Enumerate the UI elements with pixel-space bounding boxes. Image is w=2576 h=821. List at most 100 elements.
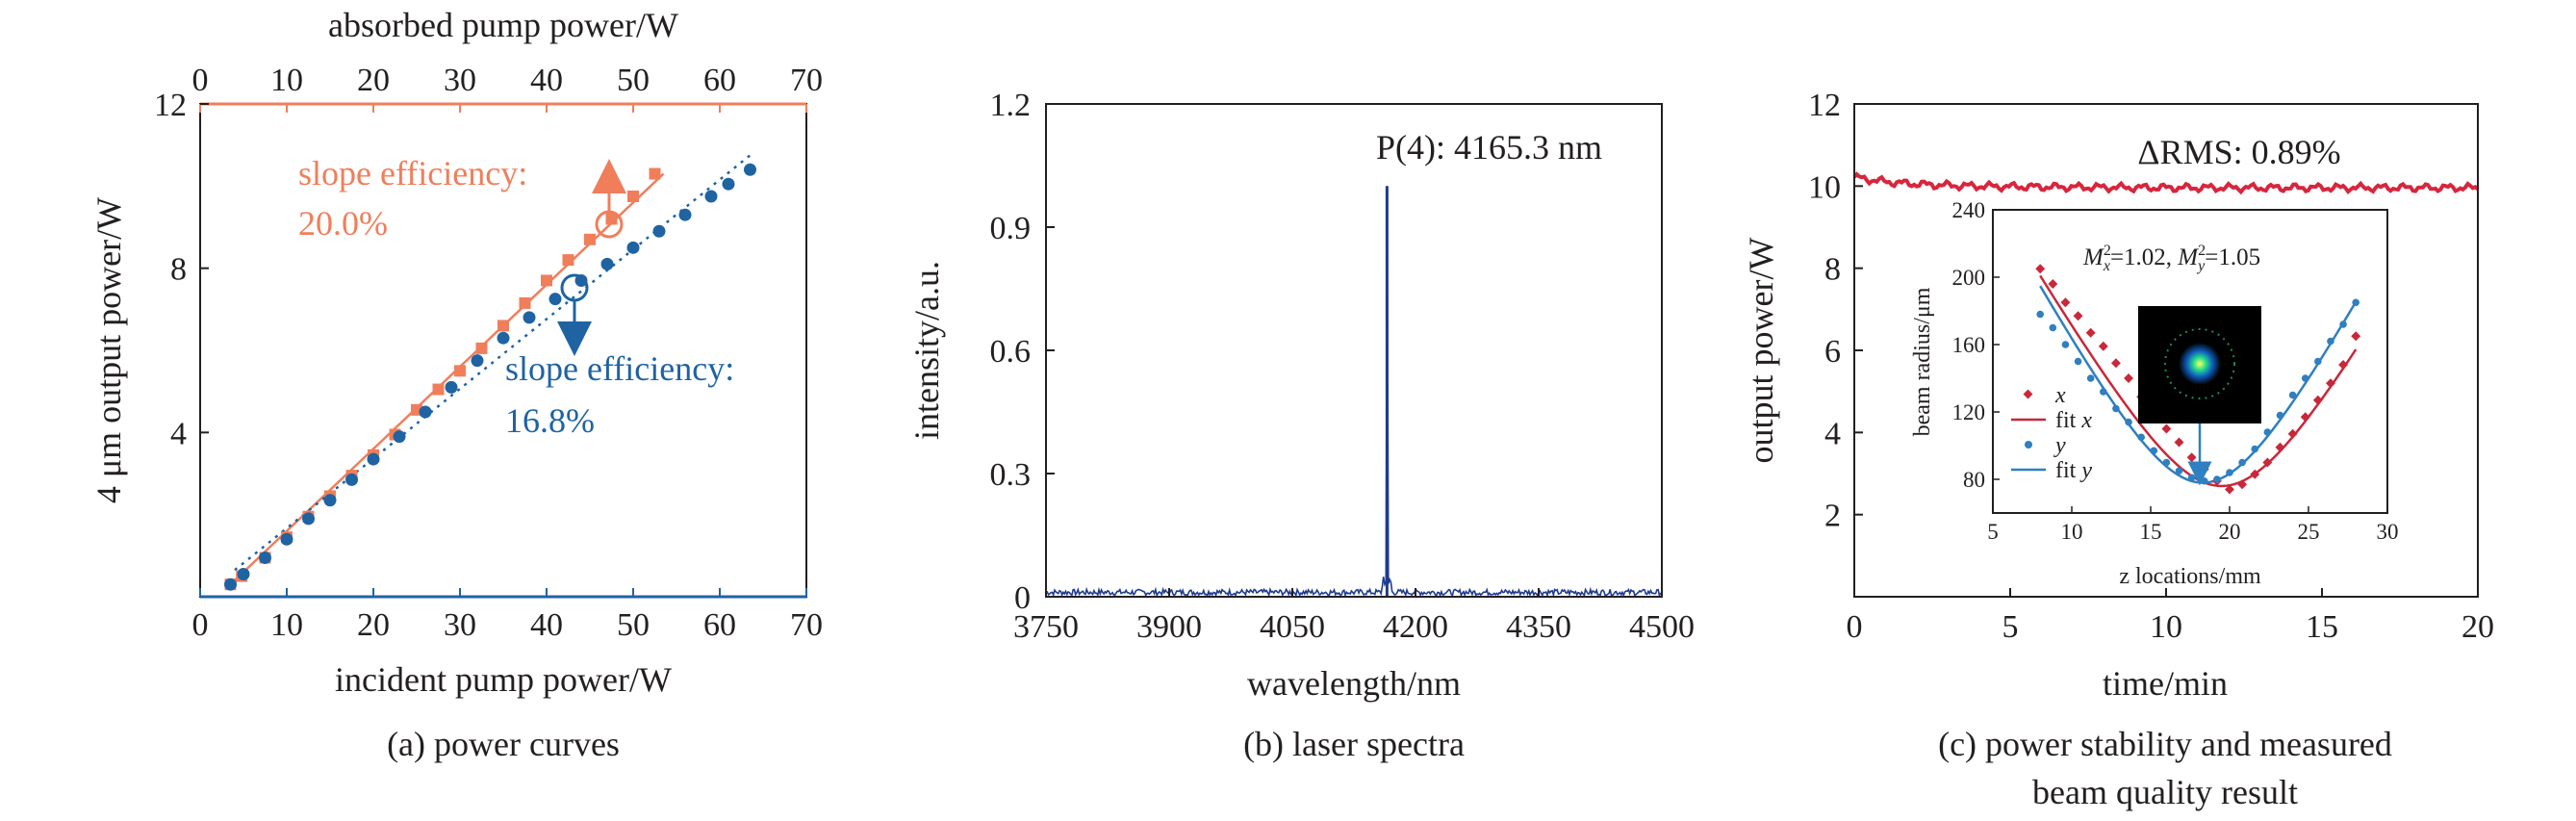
panel-a-ticks: 0 10 20 30 40 50 60 70 0 10 20 30 40 50 60 70 4 8 12 <box>154 63 823 643</box>
inset-point-x <box>2060 297 2071 308</box>
panel-a-point-blue <box>393 430 406 444</box>
panel-a-top-tick-label: 70 <box>790 63 823 98</box>
inset-y-tick-label: 200 <box>1952 266 1986 290</box>
panel-a-point-blue <box>419 405 432 419</box>
panel-a-annotation-blue: slope efficiency: 16.8% <box>505 349 734 440</box>
inset-point-x <box>2312 395 2323 405</box>
panel-b-laser-spectra: 3750 3900 4050 4200 4350 4500 0 0.3 0.6 0.9 1.2 P(… <box>907 88 1695 763</box>
panel-b-y-tick-label: 0.3 <box>990 457 1032 493</box>
panel-a-top-tick-label: 60 <box>703 63 736 98</box>
panel-c-power-trace <box>1852 171 2480 195</box>
inset-point-y <box>2137 433 2145 442</box>
panel-a-x-tick-label: 0 <box>192 607 209 643</box>
panel-a-x-tick-label: 50 <box>617 607 650 643</box>
panel-a-point-orange <box>454 365 466 377</box>
panel-a-point-orange <box>519 296 531 309</box>
panel-a-point-blue <box>259 551 271 564</box>
inset-y-axis-label: beam radius/μm <box>1910 287 1935 436</box>
panel-a-point-blue <box>704 190 718 203</box>
panel-a-x-axis-label: incident pump power/W <box>335 660 672 699</box>
inset-point-y <box>2327 337 2334 346</box>
panel-c-plot-area <box>1852 171 2480 195</box>
inset-point-x <box>2225 484 2234 495</box>
panel-a-y-tick-label: 12 <box>154 88 187 123</box>
panel-c-y-axis-label: output power/W <box>1742 238 1780 464</box>
panel-a-x-tick-label: 40 <box>530 607 563 643</box>
panel-a-slope-label-blue-line1: slope efficiency: <box>505 349 734 388</box>
panel-a-y-tick-label: 8 <box>170 252 187 288</box>
inset-point-y <box>2263 428 2272 436</box>
panel-c-y-tick-label: 2 <box>1824 499 1841 534</box>
inset-point-y <box>2288 391 2297 399</box>
panel-b-x-tick-label: 4200 <box>1383 609 1448 645</box>
panel-a-point-blue <box>237 568 250 581</box>
panel-a-point-blue <box>523 311 536 324</box>
panel-a-point-blue <box>600 257 614 270</box>
panel-a-plot-area <box>224 154 756 591</box>
inset-point-y <box>2251 445 2259 453</box>
panel-a-slope-label-orange-line1: slope efficiency: <box>298 154 527 192</box>
inset-point-y <box>2175 467 2183 475</box>
panel-b-x-tick-label: 4350 <box>1506 609 1571 645</box>
panel-b-x-tick-label: 4050 <box>1260 609 1325 645</box>
inset-point-y <box>2061 341 2070 348</box>
panel-a-point-orange <box>584 233 596 245</box>
inset-x-tick-label: 25 <box>2298 520 2320 544</box>
panel-c-caption-line1: (c) power stability and measured <box>1938 725 2392 763</box>
inset-point-y <box>2125 418 2132 426</box>
inset-legend-label: fit y <box>2055 458 2092 483</box>
panel-c-x-tick-label: 10 <box>2150 609 2182 645</box>
panel-a-point-blue <box>574 273 588 287</box>
panel-a-point-blue <box>367 452 380 466</box>
panel-a-point-blue <box>302 512 315 526</box>
inset-point-y <box>2074 357 2082 366</box>
panel-c-ticks: 0 5 10 15 20 2 4 6 8 10 12 <box>1808 88 2494 645</box>
panel-c-x-tick-label: 0 <box>1847 609 1863 645</box>
panel-a-point-blue <box>744 163 756 176</box>
inset-point-x <box>2161 423 2172 434</box>
panel-a-highlight-circle-orange <box>595 210 624 239</box>
panel-a-point-blue <box>652 224 666 238</box>
panel-a-point-blue <box>345 473 358 486</box>
inset-point-y <box>2226 469 2233 476</box>
inset-point-y <box>2150 447 2158 455</box>
panel-a-power-curves: 0 10 20 30 40 50 60 70 0 10 20 30 40 50 60 70 4 8 12 slope… <box>89 6 823 763</box>
inset-y-tick-label: 80 <box>1963 468 1985 492</box>
inset-point-y <box>2339 321 2347 328</box>
panel-a-x-tick-label: 70 <box>790 607 823 643</box>
inset-point-x <box>2326 378 2335 389</box>
inset-point-y <box>2238 458 2246 467</box>
inset-point-x <box>2048 279 2058 289</box>
inset-x-tick-label: 10 <box>2061 520 2083 544</box>
panel-a-point-blue <box>280 532 293 546</box>
inset-m2-label: M2 x=1.02, M2 y=1.05 <box>2082 243 2260 274</box>
panel-b-peak-label: P(4): 4165.3 nm <box>1376 128 1602 167</box>
panel-a-point-blue <box>445 380 458 394</box>
panel-c-x-tick-label: 5 <box>2002 609 2019 645</box>
inset-x-axis-label: z locations/mm <box>2119 564 2261 589</box>
panel-c-inset-beam-quality: 5 10 15 20 25 30 80 120 160 200 240 M2 x=1.02, M2 y=… <box>1910 198 2399 589</box>
panel-a-point-blue <box>497 331 510 345</box>
panel-a-point-orange <box>627 191 639 202</box>
panel-a-annotation-orange: slope efficiency: 20.0% <box>298 154 527 243</box>
panel-a-x-tick-label: 10 <box>270 607 303 643</box>
panel-b-x-tick-label: 3750 <box>1013 609 1079 645</box>
panel-a-top-tick-label: 30 <box>444 63 476 98</box>
inset-point-y <box>2049 323 2057 332</box>
panel-c-x-tick-label: 15 <box>2306 609 2338 645</box>
inset-x-tick-label: 20 <box>2219 520 2241 544</box>
inset-x-tick-label: 15 <box>2140 520 2162 544</box>
inset-point-y <box>2086 374 2095 382</box>
panel-a-point-orange <box>649 167 661 180</box>
inset-point-x <box>2250 469 2260 479</box>
panel-b-x-axis-label: wavelength/nm <box>1247 664 1461 703</box>
panel-b-spectrum-trace <box>1045 186 1662 599</box>
inset-point-y <box>2162 458 2171 467</box>
inset-legend-label: y <box>2053 433 2066 458</box>
panel-a-top-tick-label: 20 <box>357 63 390 98</box>
panel-a-point-orange <box>497 320 509 332</box>
panel-a-top-tick-label: 10 <box>270 63 303 98</box>
inset-point-x <box>2174 437 2184 448</box>
